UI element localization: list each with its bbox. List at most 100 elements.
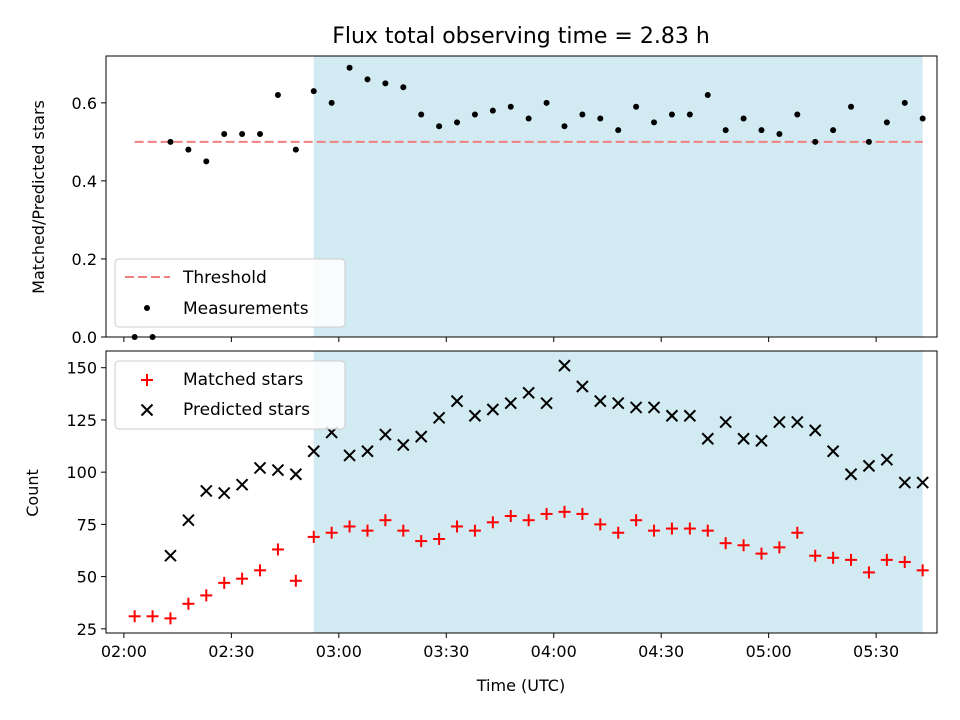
predicted-star-point-b: [486, 403, 500, 416]
measurement-point: [436, 123, 443, 130]
top-shaded-interval: [313, 56, 923, 337]
measurement-point: [830, 127, 837, 134]
predicted-star-point-b: [235, 478, 249, 491]
predicted-star-point-b: [629, 401, 643, 414]
bottom-ytick-label: 75: [77, 515, 97, 534]
predicted-star-point-b: [253, 461, 267, 475]
predicted-star-point: [862, 459, 876, 473]
predicted-star-point: [737, 432, 750, 445]
measurement-point: [400, 84, 407, 91]
matched-star-point: [146, 610, 159, 623]
measurement-point: [257, 131, 264, 138]
predicted-star-point: [916, 476, 929, 489]
predicted-star-point-b: [701, 432, 714, 445]
measurement-point: [310, 88, 317, 95]
legend-measurements-swatch: [144, 305, 150, 311]
predicted-star-point: [647, 401, 661, 414]
predicted-star-point-b: [558, 359, 571, 372]
predicted-star-point: [880, 453, 894, 466]
top-legend: Threshold Measurements: [114, 258, 346, 328]
matched-star-point: [558, 505, 571, 518]
predicted-star-point-b: [916, 476, 929, 489]
bottom-xtick-label: 04:00: [531, 642, 577, 661]
matched-star-point: [289, 574, 302, 587]
measurement-point: [579, 111, 586, 118]
predicted-star-point-b: [862, 459, 876, 473]
predicted-star-point-b: [647, 401, 661, 414]
matched-star-point: [630, 514, 643, 527]
matched-star-point: [486, 516, 499, 529]
top-ytick-label: 0.0: [72, 328, 97, 347]
predicted-star-point-b: [719, 415, 732, 429]
measurement-point: [221, 131, 228, 138]
bottom-axes-frame: [105, 350, 938, 634]
predicted-star-point: [504, 397, 517, 410]
matched-star-point: [648, 524, 661, 537]
bottom-ytick-label: 50: [77, 568, 97, 587]
predicted-star-point-b: [289, 468, 303, 481]
measurement-point: [597, 115, 604, 122]
predicted-star-point: [361, 445, 374, 458]
measurement-point: [794, 111, 801, 118]
measurement-point: [239, 131, 246, 138]
bottom-ytick-label: 150: [66, 359, 97, 378]
predicted-star-point-b: [522, 386, 535, 399]
predicted-star-point: [665, 409, 679, 422]
matched-star-point: [254, 564, 267, 577]
matched-star-point: [773, 541, 786, 554]
measurement-point: [686, 111, 693, 118]
predicted-star-point: [414, 430, 428, 443]
measurement-point: [740, 115, 747, 122]
predicted-star-point: [217, 486, 231, 500]
bottom-y-axis-label: Count: [23, 469, 42, 517]
predicted-star-point: [468, 409, 482, 422]
predicted-star-point: [253, 461, 267, 475]
matched-star-point: [271, 543, 284, 556]
bottom-ytick-label: 25: [77, 620, 97, 639]
measurement-point: [346, 64, 353, 71]
bottom-ytick-label: 100: [66, 463, 97, 482]
matched-star-point: [683, 522, 696, 535]
predicted-star-point-b: [200, 484, 213, 498]
matched-star-point: [809, 549, 822, 562]
measurement-point: [328, 99, 335, 106]
predicted-star-point: [450, 394, 464, 408]
bottom-ytick-label: 125: [66, 411, 97, 430]
predicted-star-point-b: [414, 430, 428, 443]
matched-star-point: [343, 520, 356, 533]
predicted-star-point-b: [665, 409, 679, 422]
matched-star-point: [504, 510, 517, 523]
predicted-star-point-b: [844, 468, 858, 481]
predicted-star-point: [683, 409, 697, 422]
predicted-star-point: [522, 386, 535, 399]
matched-star-point: [665, 522, 678, 535]
top-ytick-label: 0.2: [72, 250, 97, 269]
top-ytick-label: 0.6: [72, 94, 97, 113]
predicted-star-point-b: [361, 445, 374, 458]
predicted-star-point-b: [880, 453, 894, 466]
chart-title: Flux total observing time = 2.83 h: [332, 24, 710, 49]
matched-star-point: [182, 597, 195, 610]
measurement-point: [758, 127, 765, 134]
bottom-xtick-label: 03:00: [316, 642, 362, 661]
predicted-star-point: [629, 401, 643, 414]
legend-predicted-swatch-b: [140, 403, 154, 417]
predicted-star-point-b: [397, 438, 410, 452]
matched-star-point: [612, 526, 625, 539]
predicted-star-point-b: [504, 397, 517, 410]
matched-star-point: [433, 533, 446, 545]
measurement-point: [919, 115, 926, 122]
predicted-star-point: [289, 468, 303, 481]
matched-star-point: [415, 535, 428, 548]
matched-star-point: [898, 555, 911, 568]
predicted-star-point: [898, 476, 911, 489]
measurement-point: [167, 138, 174, 145]
measurement-point: [633, 103, 640, 110]
legend-threshold-label: Threshold: [182, 268, 267, 288]
matched-star-point: [594, 518, 607, 531]
predicted-star-point-b: [773, 415, 786, 429]
predicted-star-point-b: [791, 415, 804, 429]
predicted-star-point: [719, 415, 732, 429]
predicted-star-point: [576, 380, 589, 393]
top-panel: Matched/Predicted stars 0.0 0.2 0.4 0.6 Thre…: [29, 55, 938, 347]
